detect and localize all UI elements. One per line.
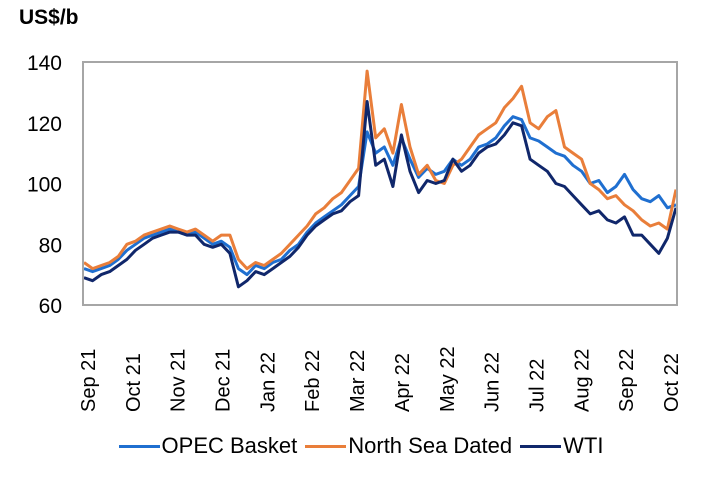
y-tick-label: 140 <box>27 52 62 75</box>
plot-frame <box>82 61 678 306</box>
series-lines <box>83 69 678 289</box>
line-chart: 60 80 100 120 140 Sep 21 Oct 21 Nov 21 Dec 21 Ja… <box>27 52 683 412</box>
x-tick-label: Jan 22 <box>257 352 279 412</box>
legend-swatch-north-sea-dated <box>305 444 347 448</box>
x-tick-label: Jun 22 <box>482 352 504 412</box>
x-tick-label: May 22 <box>437 346 459 412</box>
legend-swatch-opec-basket <box>118 444 160 448</box>
x-tick-label: Jul 22 <box>526 359 548 412</box>
y-tick-label: 80 <box>39 234 62 257</box>
legend-label-north-sea-dated: North Sea Dated <box>348 433 513 458</box>
x-axis-ticks: Sep 21 Oct 21 Nov 21 Dec 21 Jan 22 Feb 22 Mar … <box>78 346 683 412</box>
y-axis-unit-label: US$/b <box>19 6 79 29</box>
y-tick-label: 100 <box>27 174 62 197</box>
x-tick-label: Sep 22 <box>616 349 638 412</box>
y-tick-label: 60 <box>39 295 62 318</box>
legend-label-wti: WTI <box>563 433 604 458</box>
x-tick-label: Oct 22 <box>661 353 683 412</box>
x-tick-label: Dec 21 <box>213 349 235 412</box>
x-tick-label: Feb 22 <box>302 350 324 412</box>
series-line-opec-basket <box>83 115 677 277</box>
legend: OPEC Basket North Sea Dated WTI <box>0 428 722 464</box>
legend-item-north-sea-dated: North Sea Dated <box>305 433 512 459</box>
legend-item-opec-basket: OPEC Basket <box>118 433 298 459</box>
x-tick-label: Nov 21 <box>168 349 190 412</box>
legend-item-wti: WTI <box>520 433 603 459</box>
x-tick-label: Mar 22 <box>347 350 369 412</box>
x-tick-label: Apr 22 <box>392 353 414 412</box>
y-tick-label: 120 <box>27 113 62 136</box>
y-axis-ticks: 60 80 100 120 140 <box>27 52 62 318</box>
x-tick-label: Aug 22 <box>571 349 593 412</box>
legend-label-opec-basket: OPEC Basket <box>161 433 298 458</box>
x-tick-label: Oct 21 <box>123 353 145 412</box>
legend-swatch-wti <box>520 444 562 448</box>
x-tick-label: Sep 21 <box>78 349 100 412</box>
series-line-north-sea-dated <box>83 69 678 271</box>
series-line-wti <box>83 100 678 289</box>
